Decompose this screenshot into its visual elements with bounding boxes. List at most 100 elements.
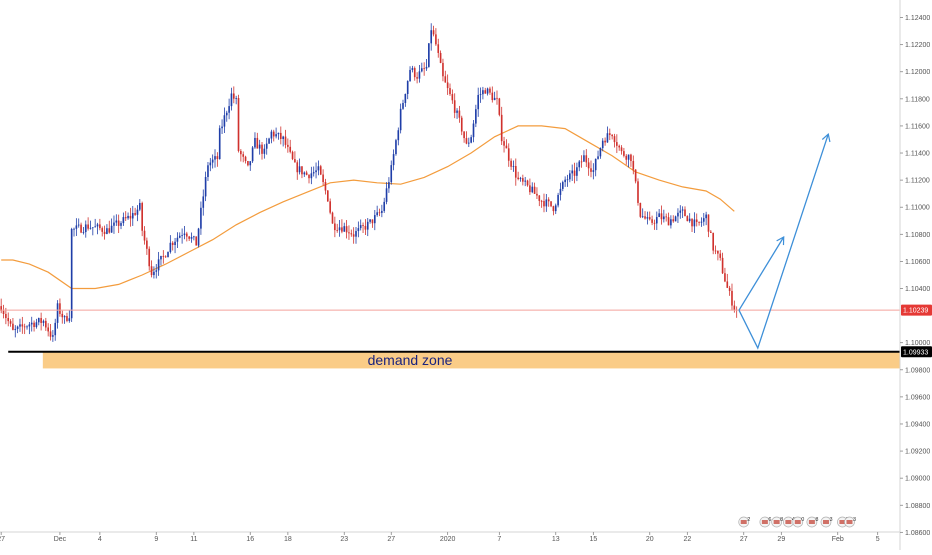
candle-body [202, 196, 205, 208]
candle-body [606, 133, 609, 143]
y-tick-label: 1.12200 [905, 42, 930, 49]
candle-body [334, 223, 336, 231]
event-count: 8 [780, 517, 783, 523]
event-marker[interactable]: 2 [738, 516, 751, 528]
candle-body [305, 172, 308, 175]
candle-body [23, 326, 26, 328]
candle-body [242, 154, 245, 157]
candle-body [399, 108, 402, 131]
candle-body [451, 94, 454, 101]
candle-body [28, 324, 31, 327]
candle-body [84, 224, 87, 233]
candle-body [369, 219, 371, 222]
candle-body [59, 303, 61, 314]
event-marker[interactable]: 3 [820, 516, 833, 528]
x-tick-label: 13 [552, 536, 560, 543]
candle-body [171, 242, 174, 246]
candle-body [82, 232, 85, 233]
candle-body [284, 136, 287, 145]
x-tick-label: 27 [387, 536, 395, 543]
candle-body [181, 235, 183, 236]
demand-zone-label: demand zone [368, 352, 453, 368]
y-tick-label: 1.11000 [905, 205, 930, 212]
candle-body [733, 305, 736, 310]
candle-body [317, 166, 320, 171]
candle-body [627, 154, 630, 160]
candle-body [89, 227, 92, 229]
candle-body [423, 68, 425, 70]
candle-body [663, 216, 665, 220]
candle-body [470, 137, 472, 143]
candle-body [486, 88, 489, 94]
candle-body [536, 193, 538, 196]
candle-body [670, 219, 672, 226]
candle-body [5, 314, 7, 319]
candle-body [19, 324, 21, 327]
candle-body [710, 231, 712, 233]
candle-body [590, 168, 592, 172]
candle-body [298, 166, 301, 173]
candle-body [538, 195, 541, 201]
candle-body [150, 266, 153, 276]
candle-body [113, 222, 115, 226]
candle-body [308, 174, 310, 179]
candle-body [153, 271, 155, 276]
candle-body [679, 210, 682, 213]
candle-body [75, 225, 78, 229]
event-flag-stripe [740, 520, 747, 524]
candle-body [721, 257, 724, 274]
candle-body [634, 169, 637, 182]
candle-body [164, 256, 167, 258]
candle-body [193, 236, 195, 238]
candle-body [618, 145, 621, 148]
candle-body [240, 150, 242, 155]
candle-body [141, 202, 143, 231]
candle-body [463, 131, 465, 139]
candle-body [225, 112, 228, 116]
candle-body [247, 160, 249, 166]
x-tick-label: 16 [246, 536, 254, 543]
event-marker[interactable]: 8 [806, 516, 819, 528]
candle-body [73, 228, 75, 230]
candles-layer [0, 23, 738, 342]
event-marker[interactable]: 3 [844, 516, 856, 528]
x-tick-label: 27 [0, 536, 5, 543]
y-tick-label: 1.10400 [905, 286, 930, 293]
candle-body [564, 179, 566, 183]
event-marker[interactable]: 6 [759, 516, 772, 528]
candle-body [204, 176, 207, 197]
event-marker[interactable]: 8 [771, 516, 784, 528]
candle-body [45, 320, 47, 328]
event-marker[interactable]: 0 [792, 516, 805, 528]
candle-body [667, 217, 670, 226]
candle-body [214, 156, 216, 160]
candle-body [698, 221, 700, 223]
candle-body [569, 173, 571, 180]
candle-body [338, 227, 341, 231]
candle-body [442, 62, 444, 77]
candle-body [174, 241, 176, 246]
candle-body [148, 248, 151, 267]
event-count: 0 [801, 517, 804, 523]
x-tick-label: 4 [98, 536, 102, 543]
candle-body [456, 110, 458, 113]
candle-body [258, 144, 261, 149]
event-count: 3 [853, 517, 856, 523]
candle-body [437, 44, 440, 53]
candle-body [383, 201, 386, 211]
candle-body [529, 185, 531, 193]
candle-body [176, 237, 179, 242]
candle-body [637, 181, 639, 203]
x-tick-label: 2020 [440, 536, 456, 543]
candle-body [146, 240, 148, 249]
x-tick-label: 15 [589, 536, 597, 543]
candle-body [540, 200, 543, 202]
candle-body [106, 228, 108, 234]
candle-body [585, 155, 588, 163]
candle-body [56, 303, 59, 323]
candle-body [416, 77, 418, 79]
event-flag-stripe [794, 520, 801, 524]
